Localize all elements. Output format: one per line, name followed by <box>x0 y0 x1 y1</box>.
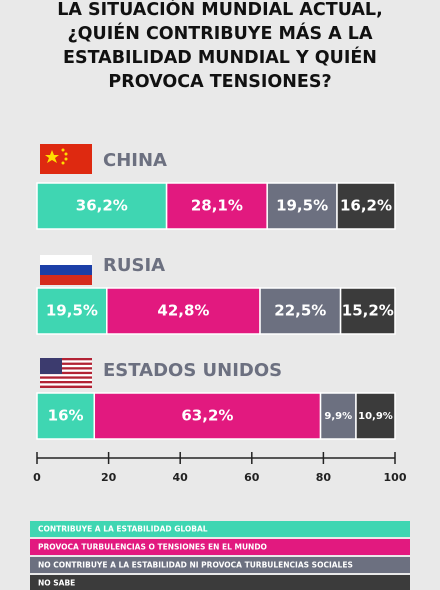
flag-usa <box>40 358 92 388</box>
legend-swatch <box>30 575 410 590</box>
value-label: 19,5% <box>276 197 328 215</box>
bar-segment <box>106 287 261 335</box>
value-label: 36,2% <box>76 197 128 215</box>
value-label: 15,2% <box>342 302 394 320</box>
legend-label: NO CONTRIBUYE A LA ESTABILIDAD NI PROVOC… <box>38 561 353 570</box>
value-label: 42,8% <box>157 302 209 320</box>
bar-segment <box>336 182 396 230</box>
value-label: 28,1% <box>191 197 243 215</box>
x-tick-label: 100 <box>384 471 407 484</box>
bar-segment <box>339 287 396 335</box>
value-label: 63,2% <box>181 407 233 425</box>
title-line: PROVOCA TENSIONES? <box>108 72 331 92</box>
legend-swatch <box>30 521 410 537</box>
title-line: LA SITUACIÓN MUNDIAL ACTUAL, <box>57 0 382 20</box>
legend-label: PROVOCA TURBULENCIAS O TENSIONES EN EL M… <box>38 543 267 552</box>
legend-swatch <box>30 557 410 573</box>
bar-segment <box>93 392 322 440</box>
x-tick-label: 40 <box>173 471 189 484</box>
title-line: ESTABILIDAD MUNDIAL Y QUIÉN <box>63 46 377 68</box>
bar-segment <box>355 392 396 440</box>
x-tick-label: 60 <box>244 471 260 484</box>
title-line: ¿QUIÉN CONTRIBUYE MÁS A LA <box>68 22 373 44</box>
value-label: 16,2% <box>340 197 392 215</box>
category-label: CHINA <box>103 150 167 171</box>
legend-label: CONTRIBUYE A LA ESTABILIDAD GLOBAL <box>38 525 208 534</box>
category-label: RUSIA <box>103 255 165 276</box>
legend-label: NO SABE <box>38 579 75 588</box>
x-tick-label: 20 <box>101 471 117 484</box>
category-label: ESTADOS UNIDOS <box>103 360 282 381</box>
value-label: 22,5% <box>274 302 326 320</box>
bar-segment <box>165 182 268 230</box>
value-label: 9,9% <box>324 411 352 422</box>
chart-title: LA SITUACIÓN MUNDIAL ACTUAL, ¿QUIÉN CONT… <box>57 0 382 92</box>
value-label: 16% <box>48 407 84 425</box>
x-tick-label: 80 <box>316 471 332 484</box>
flag-china <box>40 144 92 174</box>
legend-swatch <box>30 539 410 555</box>
value-label: 19,5% <box>46 302 98 320</box>
flag-russia <box>40 255 92 285</box>
x-tick-label: 0 <box>33 471 41 484</box>
value-label: 10,9% <box>358 411 393 422</box>
